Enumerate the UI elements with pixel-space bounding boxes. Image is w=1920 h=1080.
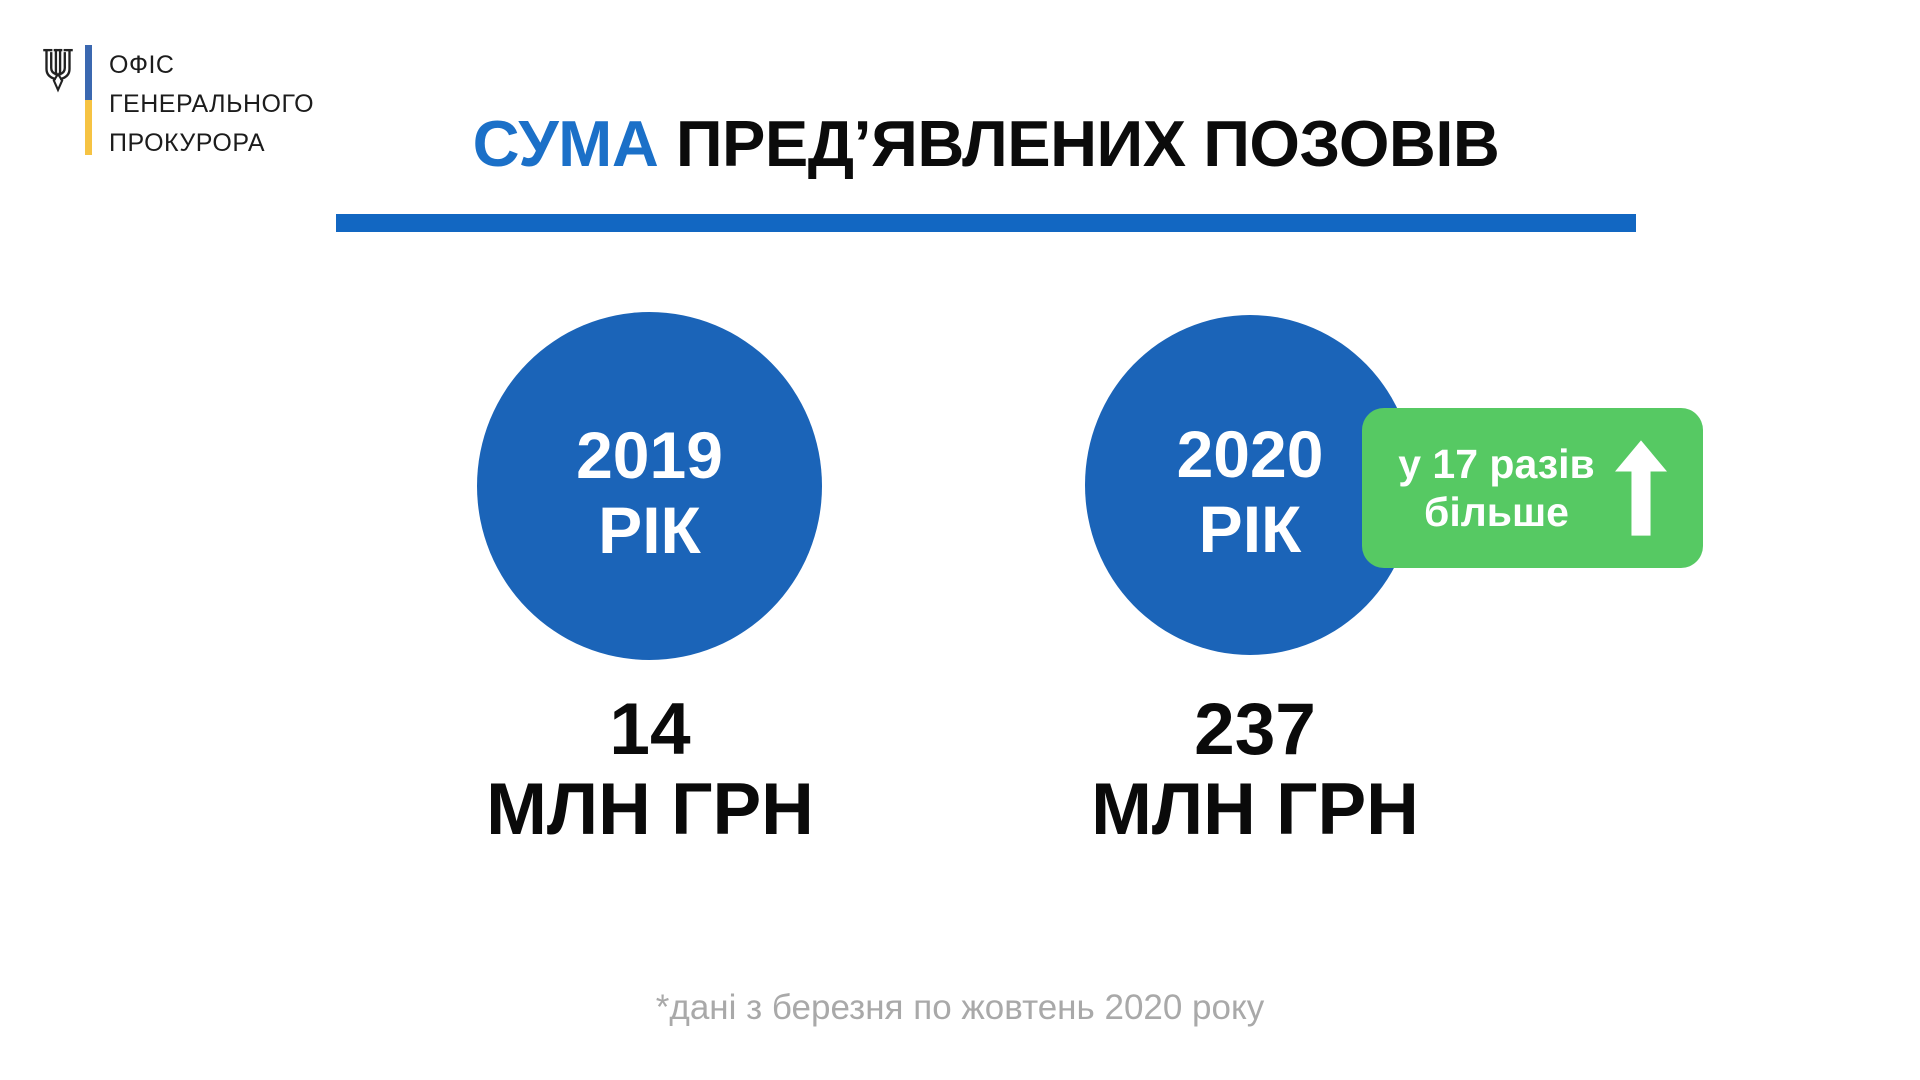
arrow-up-icon (1614, 440, 1667, 536)
title-highlight: СУМА (472, 107, 659, 180)
title-underline (336, 214, 1636, 232)
logo-line-1: ОФІС (109, 51, 175, 79)
year-circle-2019: 2019 РІК (477, 312, 822, 660)
footnote: *дані з березня по жовтень 2020 року (655, 988, 1265, 1027)
growth-badge-line-1: у 17 разів (1398, 440, 1595, 487)
value-number-2019: 14 (609, 689, 691, 770)
value-number-2020: 237 (1194, 689, 1316, 770)
circle-label-2019: РІК (598, 493, 701, 567)
logo-text: ОФІС ГЕНЕРАЛЬНОГО ПРОКУРОРА (109, 45, 314, 163)
logo: ОФІС ГЕНЕРАЛЬНОГО ПРОКУРОРА (41, 45, 314, 163)
trident-icon (43, 48, 73, 93)
growth-badge-line-2: більше (1424, 489, 1569, 535)
year-circle-2020: 2020 РІК (1085, 315, 1415, 655)
growth-badge: у 17 разів більше (1362, 408, 1703, 568)
circle-label-2020: РІК (1198, 492, 1302, 566)
logo-line-2: ГЕНЕРАЛЬНОГО (109, 90, 315, 118)
flag-yellow-segment (85, 100, 92, 155)
circle-year-2020: 2020 (1176, 416, 1324, 491)
title-rest: ПРЕД’ЯВЛЕНИХ ПОЗОВІВ (658, 107, 1500, 180)
flag-bar (85, 45, 92, 155)
flag-blue-segment (85, 45, 92, 100)
logo-line-3: ПРОКУРОРА (109, 129, 266, 157)
value-unit-2020: МЛН ГРН (1091, 769, 1419, 851)
value-unit-2019: МЛН ГРН (486, 769, 814, 851)
circle-year-2019: 2019 (576, 417, 723, 492)
value-2019: 14 МЛН ГРН (340, 689, 960, 851)
value-2020: 237 МЛН ГРН (945, 689, 1565, 851)
growth-badge-text: у 17 разів більше (1398, 440, 1595, 537)
page-title: СУМА ПРЕД’ЯВЛЕНИХ ПОЗОВІВ (336, 106, 1636, 181)
